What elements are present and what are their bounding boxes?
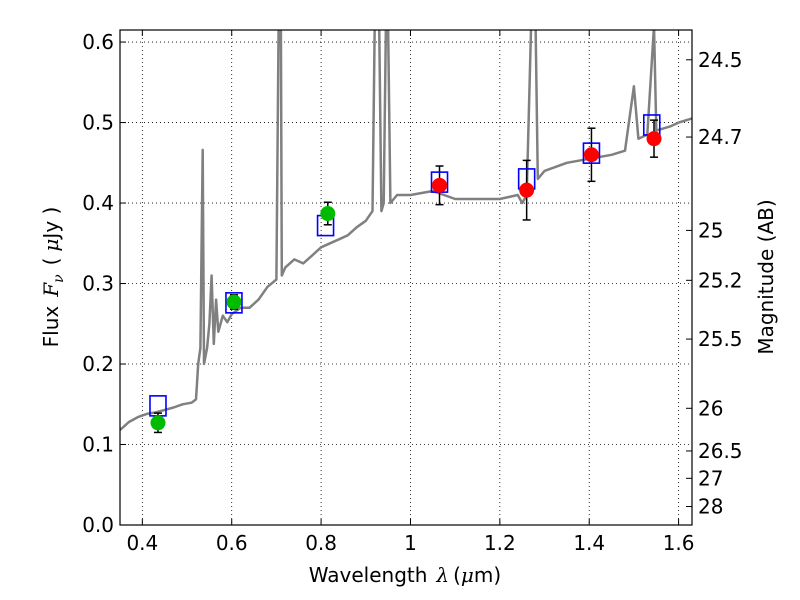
magnitude-tick-label: 26.5 xyxy=(698,439,743,463)
y-tick-label: 0.5 xyxy=(82,111,114,135)
x-tick-label: 1.6 xyxy=(663,531,695,555)
photometry-markers xyxy=(149,114,662,431)
observed-point-green xyxy=(150,415,166,431)
observed-point-green xyxy=(320,206,336,222)
x-axis-label: Wavelength λ (μm) xyxy=(309,563,501,587)
model-photometry-point xyxy=(225,292,243,314)
spectrum-line xyxy=(120,30,692,431)
observed-point-red xyxy=(583,147,599,163)
magnitude-tick-label: 24.5 xyxy=(698,48,743,72)
x-tick-label: 0.6 xyxy=(216,531,248,555)
y-tick-label: 0.0 xyxy=(82,513,114,537)
magnitude-tick-label: 27 xyxy=(698,466,723,490)
grid xyxy=(120,30,692,526)
y-tick-label: 0.1 xyxy=(82,433,114,457)
observed-point-red xyxy=(646,131,662,147)
magnitude-tick-label: 24.7 xyxy=(698,125,743,149)
x-tick-label: 1.4 xyxy=(573,531,605,555)
observed-point-red xyxy=(519,182,535,198)
x-tick-label: 1 xyxy=(404,531,417,555)
y2-axis-label: Magnitude (AB) xyxy=(754,199,778,354)
x-tick-label: 1.2 xyxy=(484,531,516,555)
y-tick-label: 0.6 xyxy=(82,30,114,54)
model-spectrum-series xyxy=(120,30,692,431)
error-bars xyxy=(153,119,659,434)
y-tick-label: 0.3 xyxy=(82,272,114,296)
plot-area-frame xyxy=(119,29,693,526)
x-tick-label: 0.4 xyxy=(126,531,158,555)
y-tick-label: 0.2 xyxy=(82,352,114,376)
axis-ticks: 0.4 0.6 0.8 1 1.2 1.4 1.6 0.0 0.1 0.2 0.3 0.4 0.5 0.6… xyxy=(82,30,743,555)
y-axis-label: FluxFν(μJy ) xyxy=(39,207,67,348)
y-tick-label: 0.4 xyxy=(82,191,114,215)
magnitude-tick-label: 25 xyxy=(698,218,723,242)
observed-point-red xyxy=(432,177,448,193)
x-tick-label: 0.8 xyxy=(305,531,337,555)
magnitude-tick-label: 25.5 xyxy=(698,327,743,351)
observed-point-green xyxy=(226,294,242,310)
magnitude-tick-label: 26 xyxy=(698,396,723,420)
magnitude-tick-label: 28 xyxy=(698,494,723,518)
magnitude-tick-label: 25.2 xyxy=(698,268,743,292)
model-photometry-point xyxy=(582,142,601,164)
